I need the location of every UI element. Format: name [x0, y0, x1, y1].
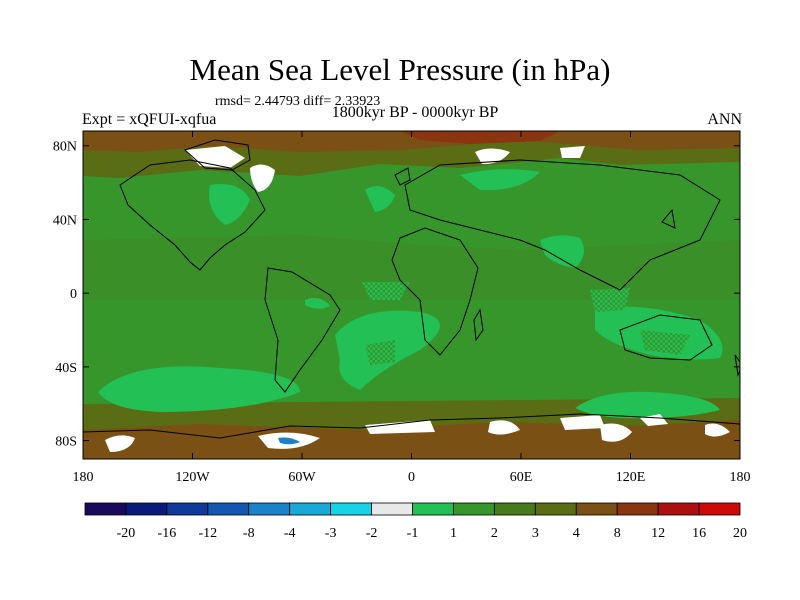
- coastlines: [83, 139, 740, 439]
- colorbar-label-14: 16: [692, 526, 706, 541]
- map-axes: 80N 40N 0 40S 80S 180 120W 60W 0 60E 120E 180: [53, 131, 751, 485]
- colorbar-swatch-2: [166, 502, 209, 516]
- colorbar-swatch-9: [453, 502, 495, 516]
- field-antarctic-blue: [278, 437, 300, 445]
- coast-africa: [391, 227, 479, 356]
- field-southindian-low: [575, 391, 720, 419]
- lon-label-4: 60E: [510, 470, 533, 485]
- coast-madagascar: [473, 308, 484, 342]
- lon-label-0: 180: [73, 470, 94, 485]
- field-arctic-8to12: [83, 131, 740, 152]
- colorbar-swatch-11: [534, 502, 577, 516]
- colorbar-swatch-6: [330, 502, 372, 516]
- field-antarctic-high-6: [600, 423, 632, 442]
- colorbar-swatch-10: [493, 502, 536, 516]
- field-arctic-12to16: [400, 131, 560, 144]
- colorbar-label-5: -3: [325, 526, 337, 541]
- coast-north-america: [119, 159, 266, 271]
- field-stipple-indian: [590, 288, 630, 312]
- colorbar: -20 -16 -12 -8 -4 -3 -2 -1 1 2 3 4 8 12 16 20: [84, 502, 747, 541]
- colorbar-swatch-15: [698, 502, 741, 516]
- colorbar-swatch-5: [289, 502, 332, 516]
- colorbar-label-6: -2: [366, 526, 378, 541]
- colorbar-swatch-8: [412, 502, 454, 516]
- coast-greenland: [184, 139, 251, 171]
- field-amazon-low: [305, 298, 330, 309]
- colorbar-label-8: 1: [450, 526, 457, 541]
- lat-label-1: 40N: [53, 213, 77, 228]
- lat-label-0: 80N: [53, 140, 77, 155]
- lat-label-3: 40S: [55, 361, 77, 376]
- field-band-tropics: [83, 235, 740, 300]
- field-stipple-southatlantic: [365, 340, 395, 365]
- coast-new-zealand: [734, 354, 740, 377]
- colorbar-label-13: 12: [651, 526, 665, 541]
- lon-label-1: 120W: [175, 470, 210, 485]
- field-southpacific-low: [98, 366, 300, 412]
- coast-british-isles: [394, 167, 411, 186]
- lon-label-3: 0: [408, 470, 415, 485]
- field-baffin-high: [250, 164, 275, 192]
- colorbar-swatch-7: [371, 502, 413, 516]
- field-antarctic-high-5: [560, 415, 605, 430]
- colorbar-label-3: -8: [243, 526, 255, 541]
- field-arabia-low: [540, 235, 584, 268]
- map-title: Mean Sea Level Pressure (in hPa): [189, 52, 611, 87]
- colorbar-swatch-1: [125, 502, 168, 516]
- colorbar-swatch-4: [248, 502, 291, 516]
- lat-label-2: 0: [70, 287, 77, 302]
- field-scandinavia-low: [460, 169, 540, 191]
- colorbar-label-4: -4: [284, 526, 296, 541]
- colorbar-label-15: 20: [733, 526, 747, 541]
- field-antarctic-high-4: [488, 420, 520, 435]
- colorbar-swatch-13: [616, 502, 659, 516]
- field-antarctic-high-8: [705, 423, 730, 437]
- coast-south-america: [264, 267, 341, 393]
- lat-label-4: 80S: [55, 435, 77, 450]
- field-antarctic-high-1: [105, 435, 135, 452]
- colorbar-label-11: 4: [573, 526, 580, 541]
- field-stipple-atlantic: [362, 282, 410, 300]
- field-stipple-australia: [640, 330, 690, 355]
- field-eastus-low: [209, 184, 250, 225]
- lon-label-5: 120E: [616, 470, 646, 485]
- field-svalbard-high: [475, 148, 510, 165]
- colorbar-label-12: 8: [614, 526, 621, 541]
- field-severnaya-high: [560, 146, 585, 158]
- period-label: 1800kyr BP - 0000kyr BP: [331, 104, 499, 121]
- lon-label-6: 180: [730, 470, 751, 485]
- lon-label-2: 60W: [288, 470, 316, 485]
- colorbar-swatch-14: [657, 502, 700, 516]
- coast-eurasia: [404, 159, 721, 291]
- colorbar-label-9: 2: [491, 526, 498, 541]
- colorbar-label-2: -12: [198, 526, 217, 541]
- rmsd-diff-stats: rmsd= 2.44793 diff= 2.33923: [215, 94, 381, 109]
- colorbar-label-0: -20: [117, 526, 136, 541]
- colorbar-swatch-12: [575, 502, 618, 516]
- colorbar-swatch-3: [207, 502, 250, 516]
- coast-antarctica: [83, 413, 740, 439]
- season-label: ANN: [707, 111, 742, 128]
- colorbar-label-1: -16: [158, 526, 177, 541]
- coast-australia: [619, 314, 713, 361]
- field-antarctic-8to12: [83, 420, 740, 459]
- colorbar-swatch-0: [84, 502, 127, 516]
- experiment-label: Expt = xQFUI-xqfua: [82, 111, 217, 128]
- coast-japan: [661, 208, 676, 229]
- field-antarctic-high-3: [365, 420, 435, 434]
- map-field: [83, 131, 740, 459]
- colorbar-label-10: 3: [532, 526, 539, 541]
- field-atlantic-low: [365, 186, 395, 212]
- colorbar-label-7: -1: [407, 526, 419, 541]
